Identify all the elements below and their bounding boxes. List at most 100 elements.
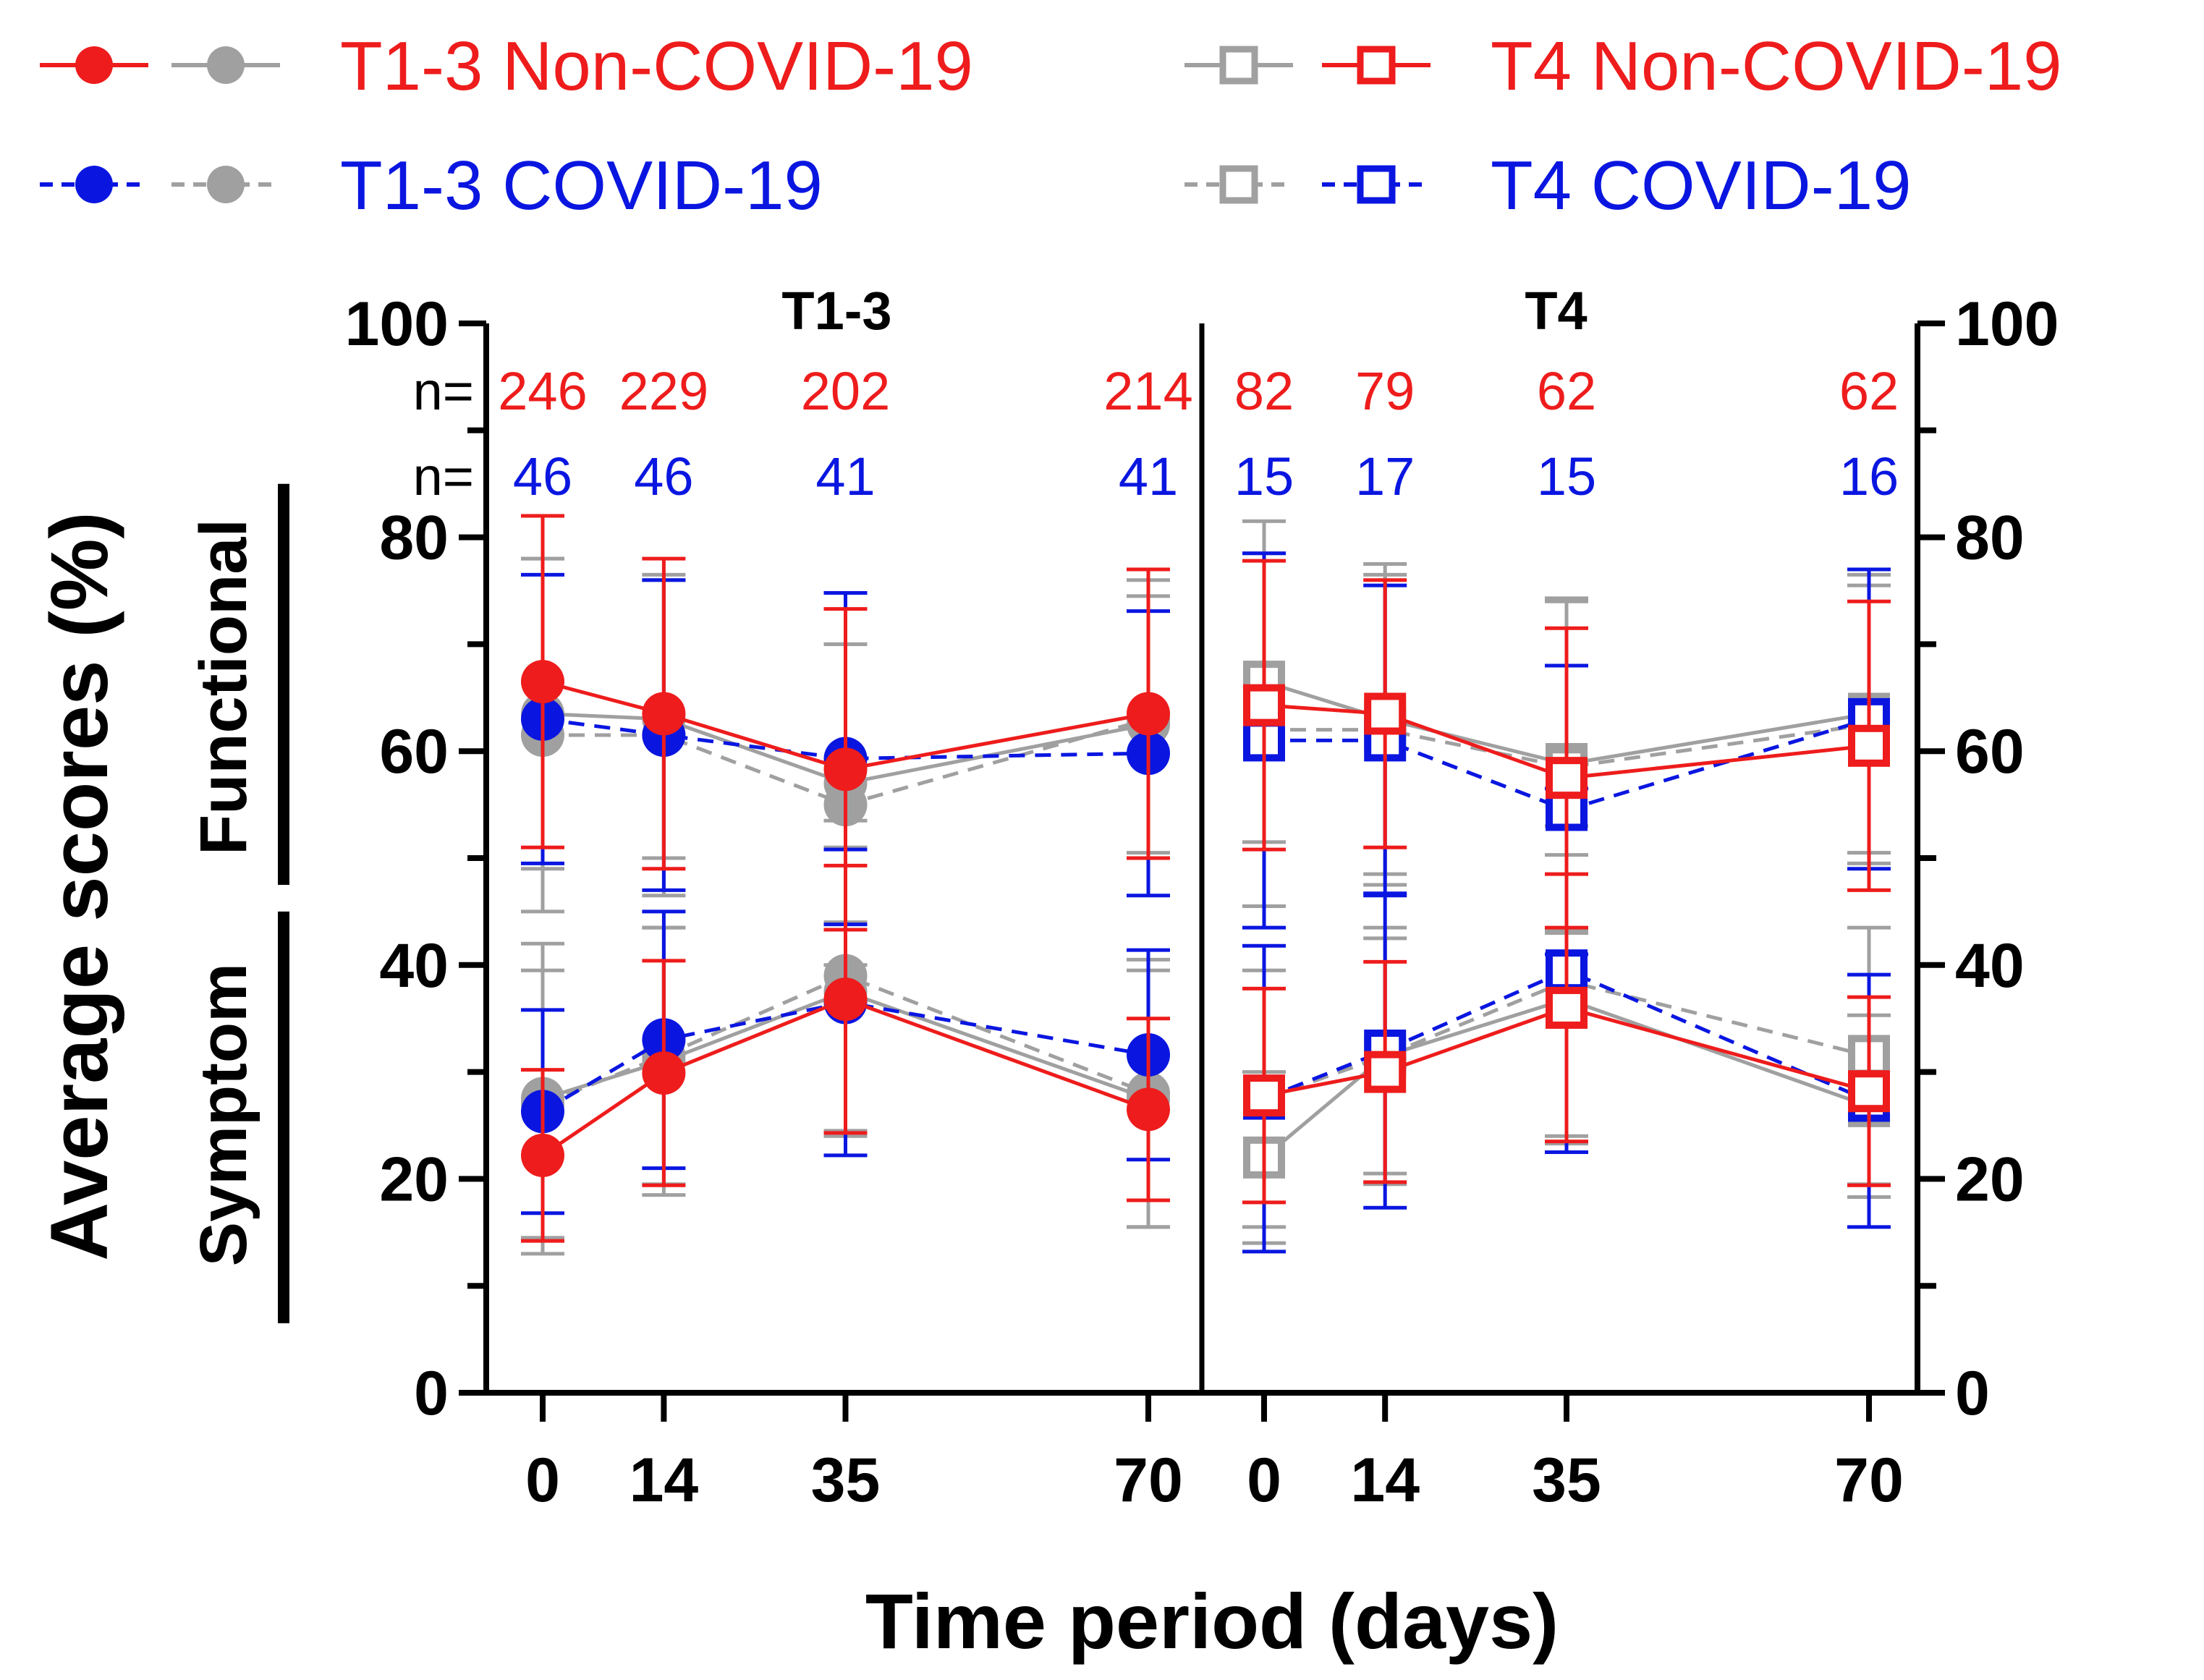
x-tick-label: 35 (811, 1446, 881, 1515)
data-point (521, 1133, 564, 1177)
n-noncovid-label: 62 (1839, 361, 1899, 421)
series-nonCovid-4 (521, 863, 1170, 1243)
series-line (543, 717, 1149, 807)
data-point (1243, 684, 1285, 726)
panel-title: T1-3 (781, 281, 891, 341)
n-covid-label: 16 (1839, 446, 1899, 506)
series-line (1263, 679, 1870, 766)
n-covid-label: 46 (634, 446, 693, 506)
legend-item: T4 COVID-19 (1184, 147, 1911, 224)
y-tick-label-right: 100 (1955, 289, 2059, 359)
data-point (1127, 692, 1170, 736)
data-point (642, 1051, 686, 1095)
y-tick-label-left: 20 (379, 1145, 449, 1214)
y-tick-label-left: 0 (414, 1359, 449, 1428)
data-point (1364, 1051, 1407, 1093)
x-tick-label: 14 (630, 1446, 699, 1515)
y-tick-label-left: 80 (379, 504, 449, 573)
series-line (542, 711, 1149, 786)
n-covid-label: 15 (1537, 446, 1596, 506)
legend-marker (207, 46, 245, 84)
legend-item: T4 Non-COVID-19 (1184, 27, 2062, 105)
n-noncovid-label: 229 (619, 361, 708, 421)
y-axis-title: Average scores (%) (34, 512, 124, 1260)
legend-item: T1-3 COVID-19 (40, 147, 823, 224)
n-covid-label: 17 (1355, 446, 1415, 506)
n-covid-label: 46 (513, 446, 572, 506)
legend-label: T4 COVID-19 (1491, 147, 1911, 224)
legend-marker (1357, 46, 1396, 85)
n-noncovid-label: 214 (1103, 361, 1192, 421)
plot-area: T1-3 0 246 46 14 229 46 35 202 41 70 214 41 T4 0 82 15 14… (498, 281, 1904, 1515)
x-axis-title: Time period (days) (865, 1577, 1559, 1665)
legend-marker (1219, 165, 1258, 204)
n-prefix-covid: n= (413, 446, 474, 506)
series-line (1263, 997, 1870, 1159)
x-tick-label: 0 (525, 1446, 560, 1515)
series-nonCovid-0 (521, 514, 1170, 932)
n-noncovid-label: 202 (801, 361, 890, 421)
series-line (1264, 722, 1870, 769)
y-tick-label-left: 40 (379, 931, 449, 1001)
data-point (823, 747, 868, 792)
legend-item: T1-3 Non-COVID-19 (40, 27, 973, 105)
x-tick-label: 70 (1114, 1446, 1183, 1515)
legend-marker (207, 166, 245, 203)
series-line (541, 1000, 1149, 1113)
legend-marker (75, 46, 113, 84)
n-noncovid-label: 79 (1355, 361, 1415, 421)
data-point (1546, 986, 1588, 1029)
series-line (1263, 979, 1870, 1100)
data-point (1848, 1070, 1890, 1113)
series-line (1263, 1006, 1870, 1098)
legend-marker (75, 166, 113, 203)
n-prefix-noncovid: n= (413, 361, 474, 421)
series-line (542, 679, 1149, 771)
data-point (823, 977, 868, 1022)
symptom-label: Symptom (187, 963, 260, 1266)
data-point (521, 660, 564, 704)
legend-marker (1219, 46, 1258, 85)
series-line (1263, 968, 1870, 1103)
n-covid-label: 41 (1119, 446, 1178, 506)
y-tick-label-right: 0 (1955, 1359, 1990, 1428)
panel-title: T4 (1525, 281, 1587, 341)
legend-label: T4 Non-COVID-19 (1491, 27, 2062, 105)
x-tick-label: 0 (1247, 1446, 1281, 1515)
series-line (1264, 717, 1870, 813)
n-noncovid-label: 62 (1537, 361, 1596, 421)
data-point (1127, 1087, 1170, 1132)
y-tick-label-right: 20 (1955, 1145, 2025, 1214)
n-covid-label: 15 (1234, 446, 1294, 506)
series-nonCovid-4 (1242, 872, 1891, 1205)
data-point (642, 692, 686, 736)
x-tick-label: 14 (1350, 1446, 1420, 1515)
panel-t1-3: T1-3 0 246 46 14 229 46 35 202 41 70 214 41 (498, 281, 1192, 1515)
y-tick-label-right: 40 (1955, 931, 2025, 1001)
series-nonCovid-0 (1242, 559, 1891, 930)
data-point (1243, 1074, 1285, 1117)
series-line (1263, 703, 1870, 780)
functional-label: Functional (187, 519, 260, 855)
y-tick-label-right: 80 (1955, 504, 2025, 573)
y-tick-label-left: 100 (345, 289, 449, 359)
legend-label: T1-3 Non-COVID-19 (340, 27, 973, 105)
x-tick-label: 35 (1532, 1446, 1601, 1515)
n-noncovid-label: 246 (498, 361, 587, 421)
data-point (1848, 724, 1890, 767)
data-point (1364, 692, 1407, 735)
n-covid-label: 41 (815, 446, 875, 506)
legend: T1-3 Non-COVID-19 T4 Non-COVID-19 T1-3 COV… (40, 27, 2062, 224)
series-line (541, 997, 1149, 1157)
series-line (542, 973, 1149, 1106)
panel-t4: T4 0 82 15 14 79 17 35 62 15 70 62 16 (1234, 281, 1904, 1515)
legend-label: T1-3 COVID-19 (340, 147, 823, 224)
n-noncovid-label: 82 (1234, 361, 1294, 421)
series-line (542, 717, 1149, 761)
y-tick-label-left: 60 (379, 717, 449, 786)
axes: 0 0 20 20 40 40 60 60 80 80 100 100 Functional Sympto… (187, 289, 2059, 1428)
data-point (1546, 757, 1588, 799)
y-tick-label-right: 60 (1955, 717, 2025, 786)
x-tick-label: 70 (1834, 1446, 1904, 1515)
